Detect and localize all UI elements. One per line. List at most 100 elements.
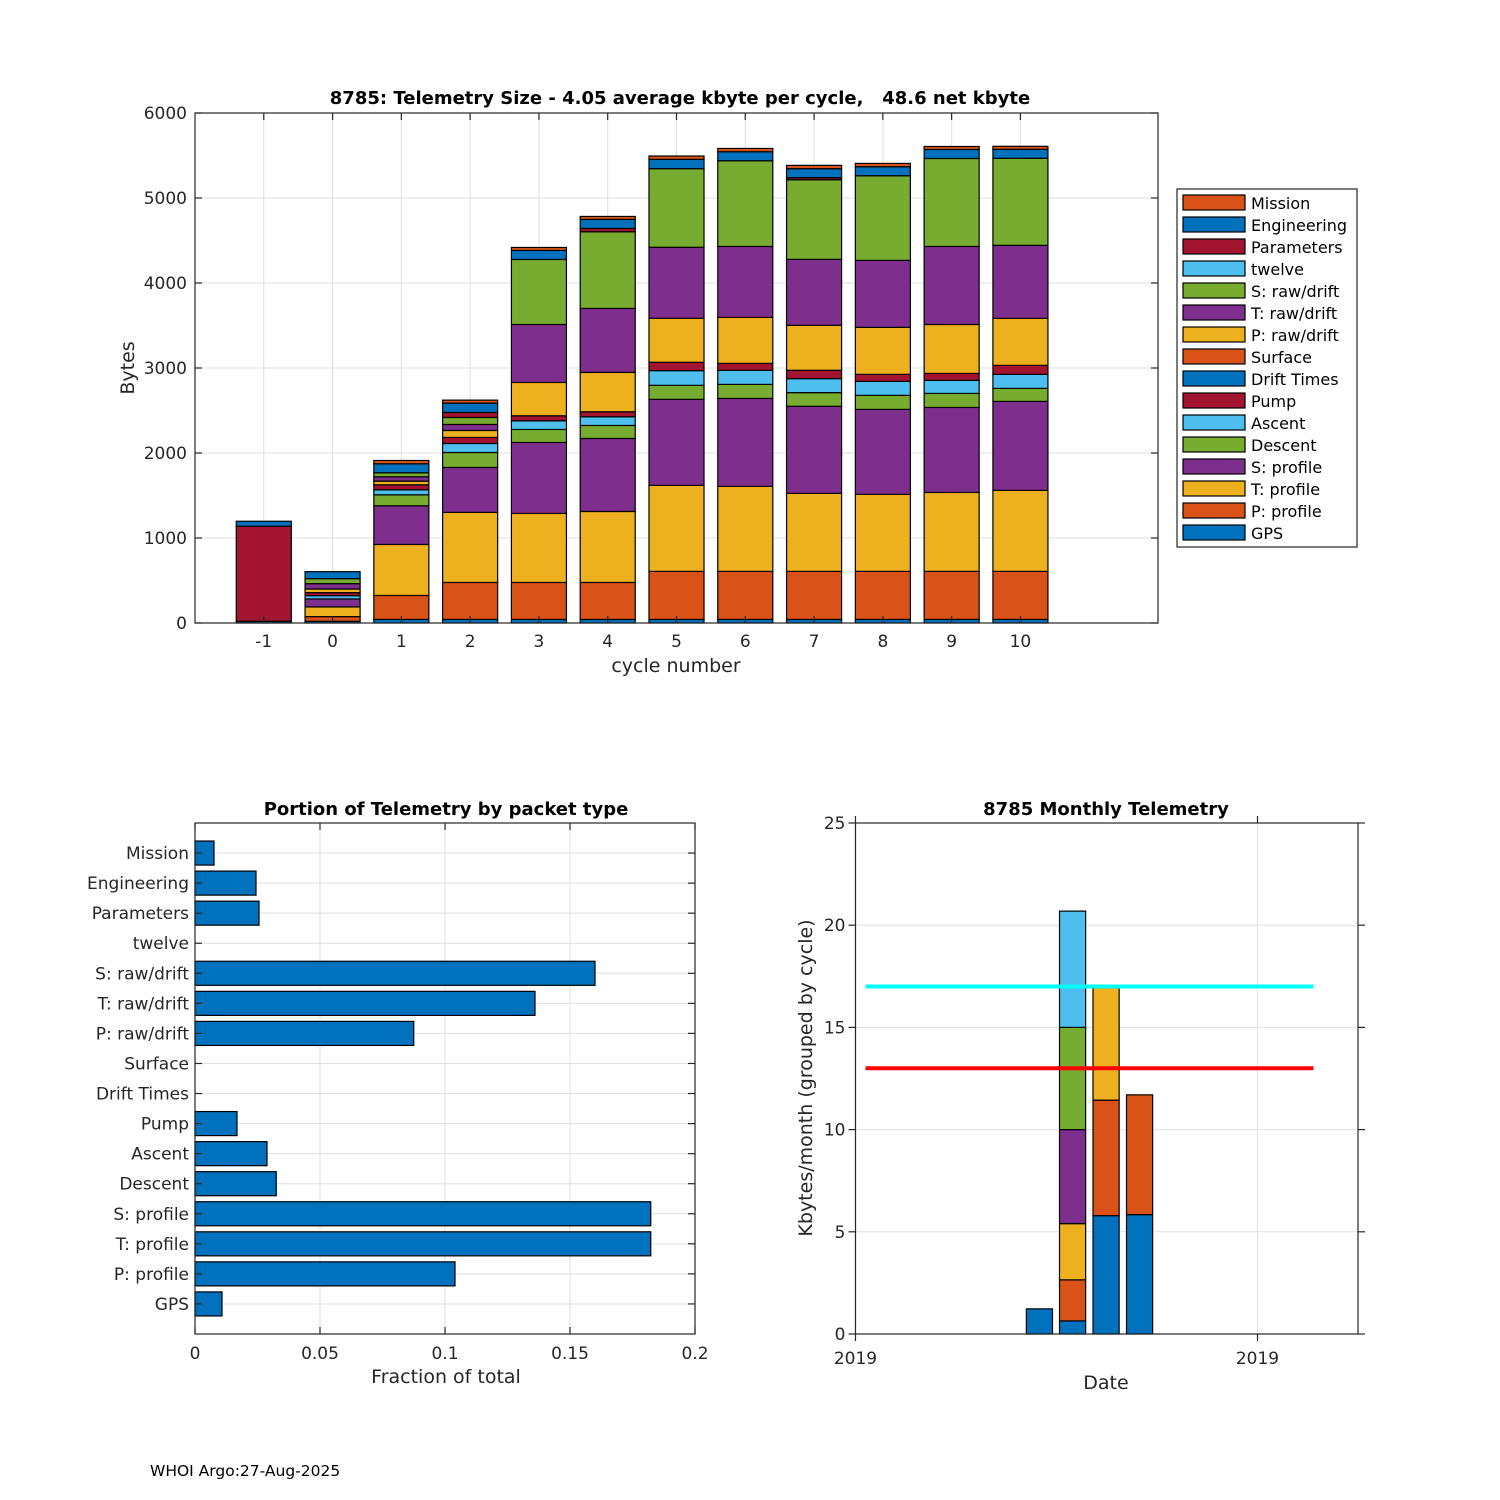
bar-segment-engineering (992, 148, 1049, 159)
bar-descent (194, 1171, 277, 1197)
month-bar-stack (1025, 1308, 1054, 1335)
bar-segment-engineering (579, 218, 636, 230)
bar-segment-t-raw-drift (373, 476, 430, 482)
legend-swatch (1182, 502, 1246, 519)
legend-item: T: profile (1182, 480, 1320, 499)
legend-swatch (1182, 238, 1246, 255)
bar-segment-t-profile (373, 543, 430, 597)
bar-segment-descent (579, 424, 636, 440)
bar-segment-descent (785, 392, 843, 407)
y-tick-label: 25 (824, 814, 846, 834)
plot-area: Mission Engineering Parameters twelve S: raw… (87, 822, 709, 1364)
cycle-segment (1092, 1099, 1120, 1217)
bar-segment-mission (373, 459, 430, 465)
bar-stack-cycle-0 (304, 571, 361, 624)
bar-p-profile (194, 1261, 456, 1287)
y-tick-label: Drift Times (96, 1085, 189, 1105)
grid (194, 823, 696, 1334)
bar-stack-cycle-10 (992, 145, 1049, 624)
bar-segment-ascent (510, 420, 568, 431)
legend-label: S: raw/drift (1251, 282, 1339, 301)
legend-label: Descent (1251, 436, 1317, 455)
bar-segment-engineering (923, 148, 980, 160)
cycle-segment (1092, 986, 1120, 1101)
bar-segment-t-raw-drift (579, 307, 636, 374)
bar-segment-p-raw-drift (717, 316, 774, 365)
bar-segment-mission (854, 162, 911, 168)
legend-label: T: profile (1250, 480, 1320, 499)
bar-segment-p-profile (579, 581, 636, 621)
bar-segment-ascent (923, 379, 980, 395)
legend-item: Mission (1182, 194, 1310, 213)
legend-swatch (1182, 348, 1246, 365)
legend-swatch (1182, 304, 1246, 321)
legend-label: S: profile (1251, 458, 1322, 477)
bar-segment-ascent (992, 373, 1049, 389)
legend-swatch (1182, 260, 1246, 277)
x-axis-label: Fraction of total (371, 1366, 521, 1388)
bar-engineering (194, 870, 257, 896)
legend-swatch (1182, 194, 1246, 211)
legend-item: Surface (1182, 348, 1312, 367)
axes-box (854, 822, 1359, 1335)
bar-segment-p-profile (992, 570, 1049, 621)
bar-segment-descent (648, 384, 705, 400)
legend-swatch (1182, 370, 1246, 387)
bar-segment-ascent (648, 370, 705, 386)
bars (235, 145, 1049, 624)
bar-segment-engineering (785, 168, 843, 179)
bar-segment-engineering (648, 158, 705, 170)
legend-item: T: raw/drift (1182, 304, 1337, 323)
bar-segment-descent (992, 387, 1049, 403)
x-tick-label: 0.15 (551, 1344, 589, 1364)
bar-segment-t-profile (854, 493, 911, 573)
bar-segment-pump (717, 362, 774, 371)
bar-t-raw-drift (194, 990, 536, 1016)
y-tick-label: 3000 (144, 359, 187, 379)
y-tick-label: 10 (824, 1121, 846, 1141)
bar-segment-s-profile (785, 405, 843, 494)
tick-marks (194, 823, 696, 1334)
bar-segment-p-profile (510, 581, 568, 621)
y-tick-label: Pump (141, 1115, 189, 1135)
bar-segment-p-raw-drift (992, 317, 1049, 366)
bar-stack-cycle-3 (510, 246, 568, 624)
legend-item: Pump (1182, 392, 1296, 411)
x-tick-label: 0.2 (681, 1344, 708, 1364)
x-tick-label: 0.05 (301, 1344, 339, 1364)
bar-stack-cycle-5 (648, 155, 705, 624)
bar-segment-s-profile (854, 408, 911, 495)
legend-swatch (1182, 436, 1246, 453)
cycle-segment (1125, 1214, 1154, 1335)
bar-segment-pump (442, 436, 499, 445)
y-tick-label: twelve (133, 934, 189, 954)
legend-label: P: profile (1251, 502, 1322, 521)
legend-label: Pump (1251, 392, 1296, 411)
bar-segment-pump (854, 373, 911, 382)
bar-segment-p-profile (854, 570, 911, 621)
bars (194, 840, 652, 1317)
bar-segment-t-raw-drift (648, 246, 705, 319)
bar-segment-p-profile (717, 570, 774, 621)
y-tick-label: Descent (119, 1175, 189, 1195)
y-tick-label: 6000 (144, 104, 187, 124)
bar-segment-ascent (442, 442, 499, 454)
bar-segment-pump (992, 364, 1049, 375)
bar-segment-descent (373, 494, 430, 507)
cycle-segment (1092, 1215, 1120, 1335)
x-tick-label: 7 (809, 632, 820, 652)
bar-segment-t-profile (992, 489, 1049, 573)
monthly-telemetry-chart: 0 5 10 15 20 25 2019 2019 8785 Monthly Telemetr… (795, 799, 1365, 1394)
cycle-segment (1058, 1026, 1087, 1131)
bar-segment-engineering (717, 151, 774, 162)
bar-segment-ascent (579, 416, 636, 427)
bar-gps (194, 1291, 223, 1317)
y-tick-label: S: profile (113, 1205, 189, 1225)
tick-marks (195, 112, 1158, 624)
y-tick-label: 0 (835, 1325, 846, 1345)
bar-segment-engineering (304, 571, 361, 580)
bar-segment-s-profile (992, 400, 1049, 492)
legend-label: GPS (1251, 524, 1283, 543)
x-tick-label: 6 (740, 632, 751, 652)
